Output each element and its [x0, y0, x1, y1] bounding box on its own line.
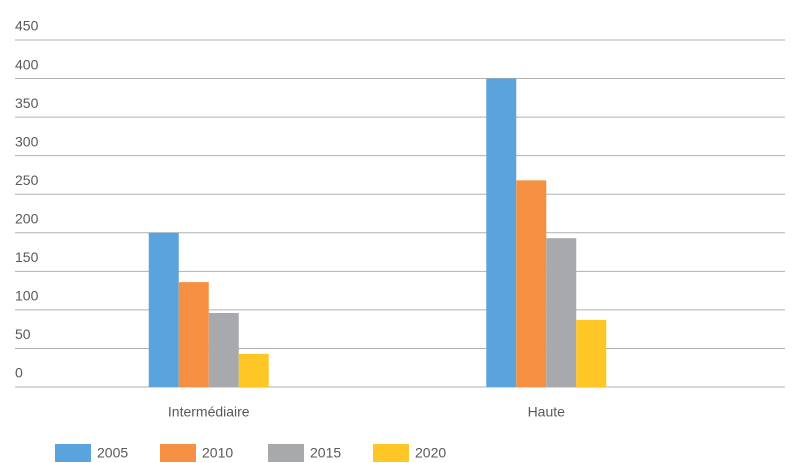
- y-tick-label: 250: [15, 172, 39, 188]
- x-tick-label: Haute: [528, 404, 566, 420]
- y-tick-label: 400: [15, 56, 39, 72]
- legend-label: 2005: [97, 445, 128, 461]
- y-tick-label: 0: [15, 365, 23, 381]
- bar: [178, 282, 209, 387]
- bar: [148, 232, 179, 387]
- legend-swatch: [55, 444, 91, 462]
- y-tick-label: 450: [15, 18, 39, 34]
- y-tick-label: 150: [15, 249, 39, 265]
- y-tick-label: 300: [15, 133, 39, 149]
- legend-swatch: [373, 444, 409, 462]
- bar: [238, 353, 269, 387]
- y-tick-label: 100: [15, 288, 39, 304]
- legend-swatch: [268, 444, 304, 462]
- bar: [516, 180, 547, 387]
- legend-label: 2020: [415, 445, 446, 461]
- bar: [576, 319, 607, 387]
- y-tick-label: 200: [15, 210, 39, 226]
- y-tick-label: 50: [15, 326, 31, 342]
- bar: [486, 78, 517, 388]
- legend-label: 2015: [310, 445, 341, 461]
- legend-label: 2010: [202, 445, 233, 461]
- bar: [546, 238, 577, 387]
- legend-swatch: [160, 444, 196, 462]
- bar: [208, 312, 239, 387]
- y-tick-label: 350: [15, 95, 39, 111]
- x-tick-label: Intermédiaire: [168, 404, 250, 420]
